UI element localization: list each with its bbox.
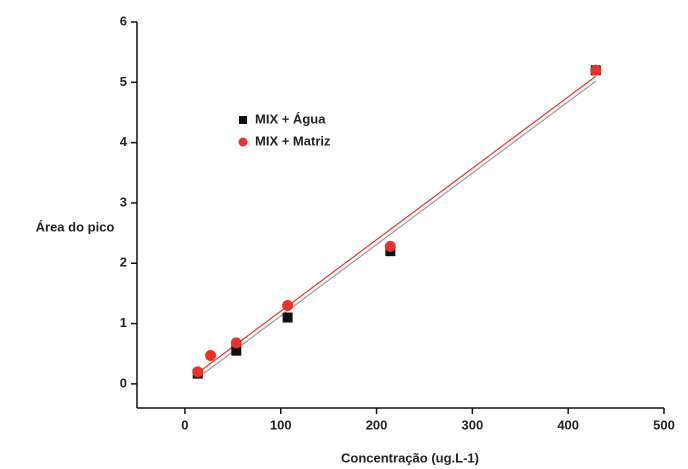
x-tick-label: 500 xyxy=(653,417,675,432)
x-tick-label: 100 xyxy=(270,417,292,432)
fit-line xyxy=(197,75,597,374)
y-axis-label: Área do pico xyxy=(36,219,115,234)
legend-label: MIX + Matriz xyxy=(255,133,331,148)
y-tick-label: 1 xyxy=(120,315,127,330)
point xyxy=(282,299,294,311)
fit-line xyxy=(197,80,597,379)
point xyxy=(192,366,204,378)
y-tick-label: 6 xyxy=(120,13,127,28)
y-tick-label: 3 xyxy=(120,194,127,209)
legend-marker xyxy=(239,116,247,124)
point xyxy=(590,64,602,76)
point xyxy=(230,337,242,349)
y-tick-label: 5 xyxy=(120,74,127,89)
point xyxy=(205,350,217,362)
x-tick-label: 0 xyxy=(181,417,188,432)
x-tick-label: 200 xyxy=(366,417,388,432)
x-tick-label: 300 xyxy=(462,417,484,432)
legend-marker xyxy=(238,137,248,147)
x-tick-label: 400 xyxy=(557,417,579,432)
point xyxy=(384,240,396,252)
point xyxy=(231,345,242,356)
x-axis-label: Concentração (ug.L-1) xyxy=(341,450,479,465)
point xyxy=(282,312,293,323)
y-tick-label: 0 xyxy=(120,375,127,390)
legend-label: MIX + Água xyxy=(255,111,326,126)
y-tick-label: 2 xyxy=(120,255,127,270)
y-tick-label: 4 xyxy=(120,134,128,149)
